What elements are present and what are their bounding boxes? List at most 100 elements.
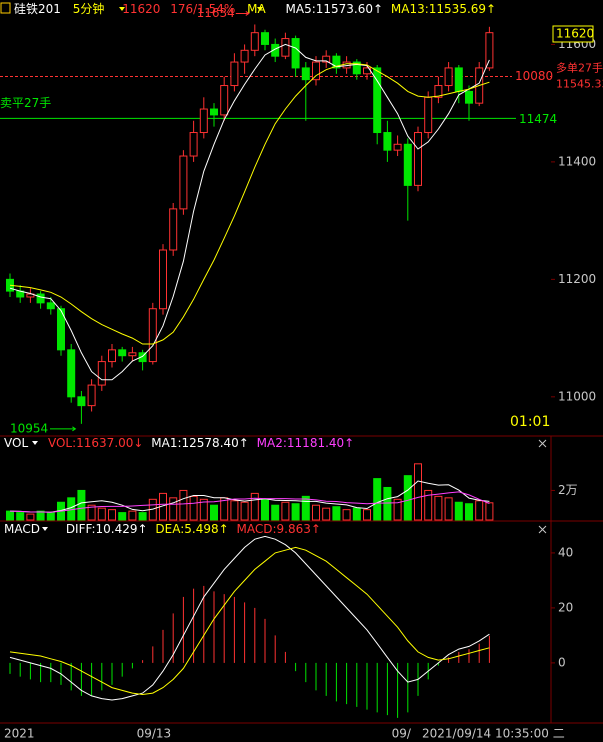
candle-body [291,38,300,69]
candle-body [312,61,320,81]
candle-body [77,396,86,407]
legend-entry: MACD:9.863↑ [237,522,321,536]
candle-body [403,143,412,186]
dropdown-icon[interactable] [42,527,48,531]
volume-bar [261,498,269,521]
candle-body [281,38,290,57]
candle-body [159,249,167,310]
volume-bar [301,495,310,521]
candle-body [434,85,443,98]
legend-entry: DIFF:10.429↑ [66,522,148,536]
volume-bar [36,510,45,521]
volume-bar [179,489,188,521]
candle-body [87,384,96,407]
candle-body [301,67,310,81]
candle-body [148,308,157,363]
candle-body [97,361,106,386]
candle-body [393,143,402,151]
order-tag: 10080 [515,69,553,83]
volume-bar [108,509,116,521]
low-arrow [50,426,77,432]
volume-bar [169,497,178,521]
x-tick-label: 09/ [392,727,412,741]
candle-body [36,293,45,304]
close-icon[interactable] [538,439,547,448]
volume-bar [87,504,96,521]
macd-header: MACD DIFF:10.429↑ DEA:5.498↑ MACD:9.863↑ [4,522,321,536]
volume-bar [332,506,341,521]
candle-body [261,32,269,45]
y-tick-label: 11000 [558,389,596,403]
close-icon[interactable] [538,525,547,534]
last-price: 11620 [122,2,160,16]
high-arrow [235,11,250,16]
volume-bar [240,501,249,521]
order-name: 多单27手 [556,61,603,75]
candle-body [230,61,239,87]
order-name: 卖平27手 [0,96,51,110]
line [9,491,490,513]
cursor-time: 2021/09/14 10:35:00 二 [422,727,565,741]
volume-bar [403,475,412,521]
volume-bar [485,502,494,521]
candle-body [373,67,382,134]
candle-body [424,96,433,134]
y-tick-label: 40 [558,545,573,559]
candle-body [179,155,188,210]
volume-bar [454,501,463,521]
volume-bar [128,510,137,521]
symbol[interactable]: 硅铁201 [14,2,61,16]
symbol-icon[interactable] [0,2,11,14]
candle-body [414,132,422,186]
volume-bar [210,504,218,521]
volume-bar [383,486,392,521]
volume-bar [424,489,433,521]
candle-body [57,308,65,351]
candle-body [322,55,331,63]
candle-body [138,352,147,363]
period[interactable]: 5分钟 [73,1,105,16]
candle-body [465,90,473,104]
candle-body [240,49,249,63]
volume-bar [475,500,484,521]
legend-entry: MA13:11535.69↑ [391,2,496,16]
volume-bar [199,498,208,521]
order-price: 11545.33 [556,78,603,91]
y-tick-label: 11400 [558,154,596,168]
indicator[interactable]: MA [247,2,266,16]
candle-body [26,293,35,298]
volume-title[interactable]: VOL [4,436,28,450]
y-tick-label: 2万 [558,483,578,497]
candle-body [352,61,361,75]
volume-header: VOL VOL:11637.00↓ MA1:12578.40↑ MA2:1118… [4,436,354,450]
dropdown-icon[interactable] [119,7,125,11]
y-tick-label: 20 [558,600,573,614]
volume-bar [6,510,14,521]
macd-title[interactable]: MACD [4,522,40,536]
last-price-label: 11620 [556,27,594,41]
candle-body [46,302,55,310]
volume-bar [230,500,239,521]
legend-entry: MA2:11181.40↑ [257,436,355,450]
low-marker: 10954 [10,421,48,435]
y-tick-label: 11200 [558,272,596,286]
volume-bar [189,495,198,521]
candle-body [108,349,116,363]
order-price: 11474 [519,112,557,126]
volume-bar [16,512,25,521]
volume-bar [465,503,473,521]
x-tick-label: 2021 [4,727,35,741]
dropdown-icon[interactable] [257,7,263,11]
line [9,480,490,513]
volume-bar [291,503,300,521]
candle-body [118,349,127,357]
order-tag-box [512,69,550,84]
candle-body [210,108,218,116]
dropdown-icon[interactable] [32,441,38,445]
x-tick-label: 09/13 [137,727,172,741]
candle-body [128,352,137,357]
cursor-time-box [418,725,603,742]
last-price-box [552,25,594,43]
candle-body [250,32,259,51]
